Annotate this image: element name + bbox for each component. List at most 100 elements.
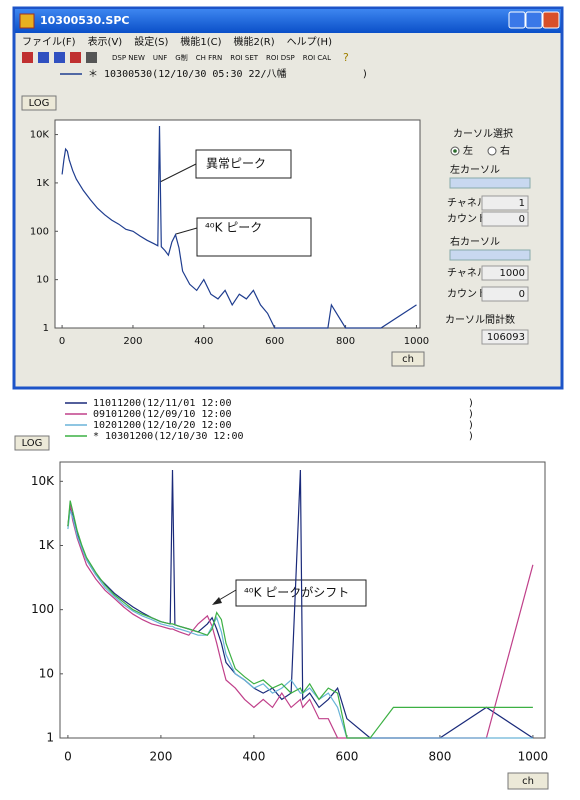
right-scrollbar[interactable] [449,249,531,261]
y-tick-label: 1 [46,731,54,745]
field-value: 106093 [487,332,525,343]
field-value: 0 [519,289,525,300]
y-tick-label: 100 [31,602,54,616]
toolbar-button[interactable]: DSP NEW [112,54,145,62]
x-tick-label: 600 [335,750,358,764]
panel-label: 右カーソル [450,235,500,248]
panel-label: カーソル間計数 [445,313,515,326]
minimize-button[interactable] [508,11,526,29]
panel-label: チャネル [447,197,487,209]
field-value: 0 [519,214,525,225]
panel-label: カーソル選択 [453,127,513,140]
maximize-button[interactable] [525,11,543,29]
legend-close: ) [468,431,474,442]
ch-button[interactable] [391,351,425,367]
radio-label: 右 [500,144,510,157]
panel-label: カウント [447,213,487,225]
ch-button[interactable] [507,772,549,790]
x-tick-label: 400 [194,336,213,347]
panel-label: チャネル [447,267,487,279]
x-tick-label: 0 [59,336,65,347]
toolbar-button[interactable]: ROI CAL [303,54,331,62]
radio-right[interactable] [487,146,497,156]
close-button[interactable] [542,11,560,29]
log-button[interactable] [14,435,50,451]
ch-button-label: ch [522,776,534,787]
x-tick-label: 200 [149,750,172,764]
toolbar-button[interactable]: ROI SET [230,54,259,62]
legend-label: * 10301200(12/10/30 12:00 [93,431,244,442]
toolbar-button[interactable]: ROI DSP [266,54,295,62]
legend-close: ) [468,398,474,409]
field-value: 1 [519,198,525,209]
annotation-leader [175,227,198,235]
annotation-leader [159,163,197,183]
toolbar-icon[interactable] [22,52,33,63]
y-tick-label: 10 [39,666,54,680]
legend-label: 09101200(12/09/10 12:00 [93,409,231,420]
y-tick-label: 100 [30,226,49,237]
field [481,286,529,302]
x-tick-label: 1000 [404,336,429,347]
arrow-head [212,597,222,605]
log-button[interactable] [21,95,57,111]
spectrum-line [67,469,534,739]
cursor-panel: カーソル選択 左 右 左カーソル チャネル 1 カウント 0 右カーソル チャネ… [445,127,531,345]
log-button-label: LOG [22,438,43,449]
toolbar-icon[interactable] [86,52,97,63]
toolbar-button[interactable]: CH FRN [196,54,223,62]
legend-label: 10201200(12/10/20 12:00 [93,420,231,431]
left-scrollbar[interactable] [449,177,531,189]
y-tick-label: 1K [36,178,49,189]
y-tick-label: 1 [43,323,49,334]
menu-item[interactable]: ヘルプ(H) [287,36,332,48]
legend-label: ＊ 10300530(12/10/30 05:30 22/八幡 [88,67,287,80]
annotation-box [195,149,292,179]
y-tick-label: 10K [31,474,55,488]
field-value: 1000 [500,268,525,279]
toolbar-button[interactable]: UNF [153,54,167,62]
title-bar [15,9,561,33]
x-tick-label: 0 [64,750,72,764]
window-title: 10300530.SPC [40,14,129,27]
legend-close: ) [468,420,474,431]
legend-close: ) [362,69,368,80]
annotation-box [196,217,312,257]
toolbar-icon[interactable] [38,52,49,63]
panel-label: 左カーソル [450,163,500,176]
x-tick-label: 800 [336,336,355,347]
menu-bar: ファイル(F) 表示(V) 設定(S) 機能1(C) 機能2(R) ヘルプ(H) [22,35,332,48]
field [481,195,529,211]
x-tick-label: 200 [123,336,142,347]
toolbar-icon[interactable] [54,52,65,63]
y-tick-label: 10K [30,130,50,141]
field [481,329,529,345]
legend-close: ) [468,409,474,420]
menu-item[interactable]: ファイル(F) [22,37,76,48]
panel-label: カウント [447,288,487,300]
annotation: ⁴⁰K ピークがシフト [244,585,349,600]
log-button-label: LOG [29,98,50,109]
x-tick-label: 600 [265,336,284,347]
spectrum-line [67,503,534,739]
radio-label: 左 [463,144,473,157]
spectrum-line [61,125,417,329]
menu-item[interactable]: 設定(S) [134,35,168,48]
toolbar-button[interactable]: G制 [175,53,187,62]
menu-item[interactable]: 機能1(C) [180,35,221,48]
legend-label: 11011200(12/11/01 12:00 [93,398,231,409]
menu-item[interactable]: 表示(V) [88,35,123,48]
y-tick-label: 10 [36,275,49,286]
x-tick-label: 800 [428,750,451,764]
toolbar: DSP NEW UNF G制 CH FRN ROI SET ROI DSP ROI CAL? [22,51,349,64]
x-tick-label: 400 [242,750,265,764]
field [481,211,529,227]
radio-dot [453,149,457,153]
annotation: ⁴⁰K ピーク [205,221,262,235]
help-icon[interactable]: ? [343,51,349,64]
toolbar-icon[interactable] [70,52,81,63]
field [481,265,529,281]
spectrum-line [67,500,533,739]
menu-item[interactable]: 機能2(R) [234,35,275,48]
